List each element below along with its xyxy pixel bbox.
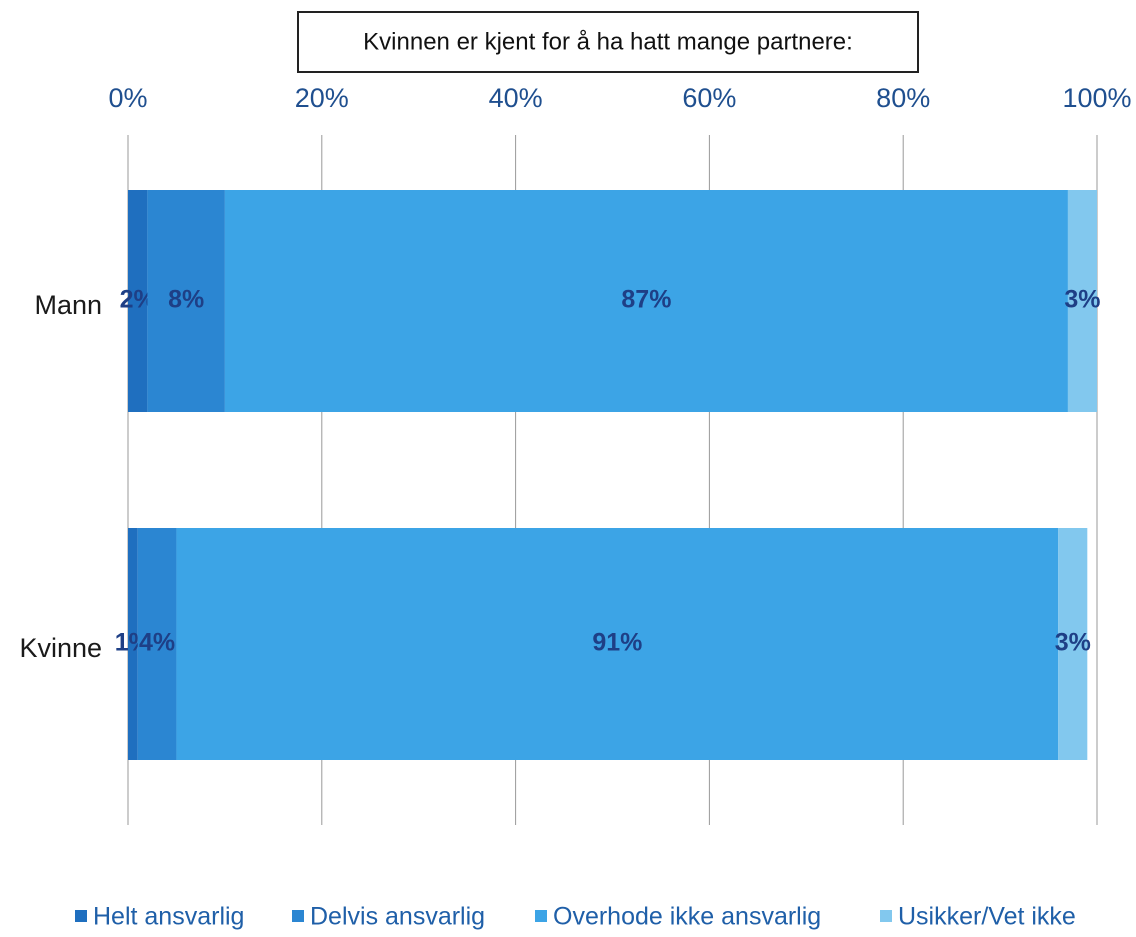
x-tick-label: 80% bbox=[876, 83, 930, 113]
legend-label: Usikker/Vet ikke bbox=[898, 903, 1076, 931]
x-tick-label: 40% bbox=[489, 83, 543, 113]
legend-label: Helt ansvarlig bbox=[93, 903, 244, 931]
data-label: 4% bbox=[139, 629, 175, 657]
chart-title: Kvinnen er kjent for å ha hatt mange par… bbox=[363, 28, 853, 55]
data-label: 87% bbox=[621, 286, 671, 314]
bar-segment bbox=[147, 190, 225, 412]
data-label: 8% bbox=[168, 286, 204, 314]
x-tick-label: 0% bbox=[108, 83, 147, 113]
x-tick-label: 60% bbox=[682, 83, 736, 113]
bar-segment bbox=[1058, 528, 1088, 760]
legend-marker bbox=[535, 910, 547, 922]
x-tick-label: 100% bbox=[1062, 83, 1131, 113]
legend-label: Delvis ansvarlig bbox=[310, 903, 485, 931]
y-tick-label: Mann bbox=[34, 290, 102, 320]
data-label: 3% bbox=[1055, 629, 1091, 657]
bar-segment bbox=[128, 190, 148, 412]
bar-segment bbox=[1067, 190, 1097, 412]
bar-segment bbox=[137, 528, 177, 760]
legend-marker bbox=[880, 910, 892, 922]
bar-segment bbox=[224, 190, 1068, 412]
data-label: 91% bbox=[592, 629, 642, 657]
legend-marker bbox=[75, 910, 87, 922]
bar-segment bbox=[176, 528, 1059, 760]
title-box bbox=[297, 11, 919, 73]
bar-segment bbox=[128, 528, 138, 760]
legend-label: Overhode ikke ansvarlig bbox=[553, 903, 821, 931]
data-label: 3% bbox=[1064, 286, 1100, 314]
legend-marker bbox=[292, 910, 304, 922]
y-tick-label: Kvinne bbox=[19, 633, 102, 663]
x-tick-label: 20% bbox=[295, 83, 349, 113]
